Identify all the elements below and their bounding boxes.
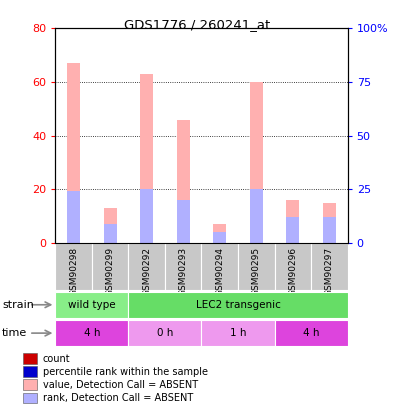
Text: GSM90294: GSM90294	[215, 247, 224, 296]
Text: LEC2 transgenic: LEC2 transgenic	[196, 300, 280, 310]
Bar	[23, 367, 37, 377]
Bar	[67, 63, 80, 243]
Bar	[140, 74, 153, 243]
Text: 4 h: 4 h	[303, 328, 319, 338]
Text: value, Detection Call = ABSENT: value, Detection Call = ABSENT	[43, 379, 198, 390]
Bar	[55, 320, 128, 346]
Text: GSM90299: GSM90299	[105, 247, 115, 296]
Bar	[104, 224, 117, 243]
Text: time: time	[2, 328, 27, 338]
Text: count: count	[43, 354, 70, 364]
Bar	[275, 320, 348, 346]
Text: GSM90298: GSM90298	[69, 247, 78, 296]
Bar	[323, 203, 336, 243]
Bar	[275, 243, 311, 290]
Text: GSM90293: GSM90293	[179, 247, 188, 296]
Text: 1 h: 1 h	[230, 328, 246, 338]
Bar	[238, 243, 275, 290]
Bar	[128, 243, 165, 290]
Bar	[67, 192, 80, 243]
Bar	[286, 217, 299, 243]
Text: GSM90295: GSM90295	[252, 247, 261, 296]
Bar	[201, 243, 238, 290]
Bar	[311, 243, 348, 290]
Bar	[177, 200, 190, 243]
Bar	[23, 393, 37, 403]
Bar	[165, 243, 201, 290]
Text: GSM90292: GSM90292	[142, 247, 151, 296]
Bar	[104, 208, 117, 243]
Bar	[213, 224, 226, 243]
Bar	[92, 243, 128, 290]
Bar	[213, 232, 226, 243]
Bar	[250, 190, 263, 243]
Text: rank, Detection Call = ABSENT: rank, Detection Call = ABSENT	[43, 393, 193, 403]
Bar	[23, 379, 37, 390]
Bar	[55, 243, 92, 290]
Text: 4 h: 4 h	[84, 328, 100, 338]
Text: strain: strain	[2, 300, 34, 309]
Bar	[23, 354, 37, 364]
Text: percentile rank within the sample: percentile rank within the sample	[43, 367, 208, 377]
Bar	[201, 320, 275, 346]
Bar	[55, 292, 128, 318]
Bar	[128, 320, 201, 346]
Text: GSM90296: GSM90296	[288, 247, 297, 296]
Bar	[286, 200, 299, 243]
Bar	[323, 217, 336, 243]
Bar	[250, 82, 263, 243]
Text: wild type: wild type	[68, 300, 116, 310]
Bar	[128, 292, 348, 318]
Text: GDS1776 / 260241_at: GDS1776 / 260241_at	[124, 18, 271, 31]
Text: GSM90297: GSM90297	[325, 247, 334, 296]
Bar	[140, 190, 153, 243]
Text: 0 h: 0 h	[157, 328, 173, 338]
Bar	[177, 119, 190, 243]
